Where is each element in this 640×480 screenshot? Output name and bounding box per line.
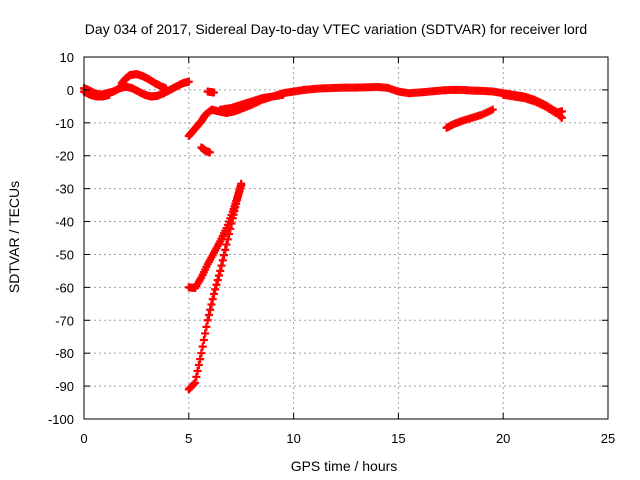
data-point (189, 380, 198, 389)
y-tick-label: 10 (60, 50, 74, 65)
y-tick-label: -20 (55, 149, 74, 164)
data-point (105, 90, 114, 99)
data-point (220, 251, 229, 260)
data-point (216, 266, 225, 275)
data-point (199, 336, 208, 345)
y-tick-label: -70 (55, 313, 74, 328)
data-point (217, 261, 226, 270)
y-axis-label: SDTVAR / TECUs (6, 181, 22, 293)
x-tick-label: 5 (185, 431, 192, 446)
data-point (213, 276, 222, 285)
data-point (201, 329, 210, 338)
x-tick-label: 15 (391, 431, 405, 446)
data-point (207, 300, 216, 309)
y-tick-label: 0 (67, 83, 74, 98)
data-point (197, 349, 206, 358)
data-point (226, 224, 235, 233)
data-point (488, 105, 497, 114)
data-point (196, 355, 205, 364)
data-point (192, 372, 201, 381)
data-point (204, 311, 213, 320)
data-point (225, 230, 234, 239)
chart-title: Day 034 of 2017, Sidereal Day-to-day VTE… (85, 21, 587, 37)
data-point (208, 295, 217, 304)
data-point (209, 88, 218, 97)
data-point (212, 280, 221, 289)
data-point (205, 148, 214, 157)
data-point (203, 316, 212, 325)
y-tick-label: -100 (48, 412, 74, 427)
data-point (161, 84, 170, 93)
x-tick-label: 25 (601, 431, 615, 446)
data-point (227, 219, 236, 228)
data-point (184, 77, 193, 86)
x-tick-label: 10 (286, 431, 300, 446)
y-tick-label: -50 (55, 247, 74, 262)
data-point (214, 271, 223, 280)
data-point (279, 90, 288, 99)
data-point (191, 378, 200, 387)
data-point (221, 245, 230, 254)
x-axis-label: GPS time / hours (291, 458, 398, 474)
grid-layer (84, 57, 608, 419)
data-point (209, 289, 218, 298)
data-layer (80, 70, 566, 394)
data-point (198, 342, 207, 351)
plot-frame (83, 56, 609, 420)
data-point (193, 366, 202, 375)
y-tick-label: -80 (55, 346, 74, 361)
data-point (218, 256, 227, 265)
tick-layer: 0 5 10 15 20 25 10 0 -10 -20 -30 -40 -50 -60 -70 -80 -90… (48, 50, 615, 446)
data-point (194, 361, 203, 370)
x-tick-label: 0 (80, 431, 87, 446)
data-point (211, 285, 220, 294)
data-point (222, 240, 231, 249)
y-tick-label: -40 (55, 215, 74, 230)
y-tick-label: -60 (55, 280, 74, 295)
data-point (223, 235, 232, 244)
y-tick-label: -90 (55, 379, 74, 394)
y-tick-label: -10 (55, 116, 74, 131)
data-point (557, 107, 566, 116)
data-point (206, 305, 215, 314)
x-tick-label: 20 (496, 431, 510, 446)
data-point (237, 181, 246, 190)
y-tick-label: -30 (55, 182, 74, 197)
data-point (202, 322, 211, 331)
